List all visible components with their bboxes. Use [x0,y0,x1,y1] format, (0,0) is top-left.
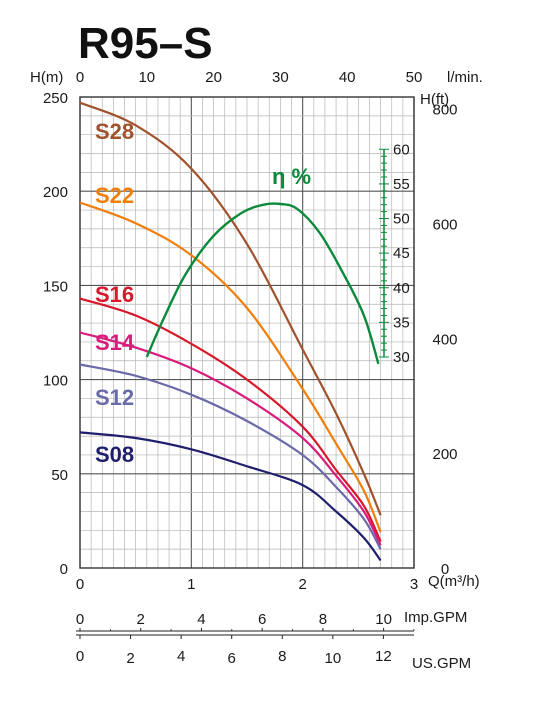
series-label-s22: S22 [95,183,134,208]
efficiency-axis: 30 35 40 45 50 55 60 [379,141,410,366]
imp-gpm-tick-label: 6 [258,611,266,628]
curve-s28 [79,101,382,516]
x-tick-label: 0 [76,576,84,593]
efficiency-tick-label: 35 [393,314,410,331]
x-tick-label: 2 [298,576,306,593]
y-right-tick-label: 200 [432,446,457,463]
us-gpm-tick-label: 2 [126,650,134,667]
x-tick-label: 1 [187,576,195,593]
imp-gpm-unit: Imp.GPM [404,609,467,626]
us-gpm-tick-label: 4 [177,648,185,665]
curve-s08 [79,431,382,562]
series-label-s12: S12 [95,385,134,410]
efficiency-tick-label: 60 [393,141,410,158]
y-right-tick-label: 400 [432,331,457,348]
y-left-tick-label: 200 [43,184,68,201]
efficiency-tick-label: 55 [393,176,410,193]
y-right-tick-label: 600 [432,216,457,233]
top-axis-unit: l/min. [447,69,483,86]
series-labels: S28 S22 S16 S14 S12 S08 η % [95,119,311,467]
imp-gpm-tick-label: 0 [76,611,84,628]
y-left-tick-label: 50 [51,467,68,484]
imp-gpm-tick-label: 2 [137,611,145,628]
imp-gpm-tick-label: 10 [375,611,392,628]
curve-s16 [79,297,382,543]
top-axis-tick-label: 40 [339,69,356,86]
curve-s14 [79,331,382,546]
chart-title: R95–S [78,19,213,68]
curve-s22 [79,201,382,533]
y-left-tick-label: 100 [43,373,68,390]
curve-s12 [79,363,382,550]
y-left-tick-label: 0 [60,561,68,578]
series-label-s28: S28 [95,119,134,144]
top-axis-tick-label: 30 [272,69,289,86]
us-gpm-tick-label: 0 [76,648,84,665]
top-axis-tick-label: 50 [406,69,423,86]
imp-gpm-tick-label: 4 [197,611,205,628]
y-left-unit: H(m) [30,69,63,86]
us-gpm-tick-label: 10 [324,650,341,667]
x-tick-label: 3 [410,576,418,593]
top-axis-tick-label: 20 [205,69,222,86]
us-gpm-tick-label: 6 [228,650,236,667]
us-gpm-tick-label: 12 [375,648,392,665]
efficiency-label: η % [272,164,311,189]
y-right-tick-label: 0 [441,561,449,578]
efficiency-tick-label: 40 [393,280,410,297]
y-left-tick-label: 250 [43,90,68,107]
top-axis-tick-label: 0 [76,69,84,86]
series-label-s14: S14 [95,330,135,355]
us-gpm-unit: US.GPM [412,655,471,672]
series-label-s08: S08 [95,442,134,467]
y-right-tick-label: 800 [432,102,457,119]
x-axis-unit: Q(m³/h) [428,573,480,590]
y-left-tick-label: 150 [43,278,68,295]
curve-efficiency [145,202,380,365]
efficiency-tick-label: 30 [393,349,410,366]
top-axis-tick-label: 10 [138,69,155,86]
curves [79,101,382,562]
series-label-s16: S16 [95,282,134,307]
efficiency-tick-label: 50 [393,211,410,228]
imp-gpm-tick-label: 8 [319,611,327,628]
efficiency-tick-label: 45 [393,245,410,262]
y-right-unit: H(ft) [420,91,449,108]
us-gpm-tick-label: 8 [278,648,286,665]
